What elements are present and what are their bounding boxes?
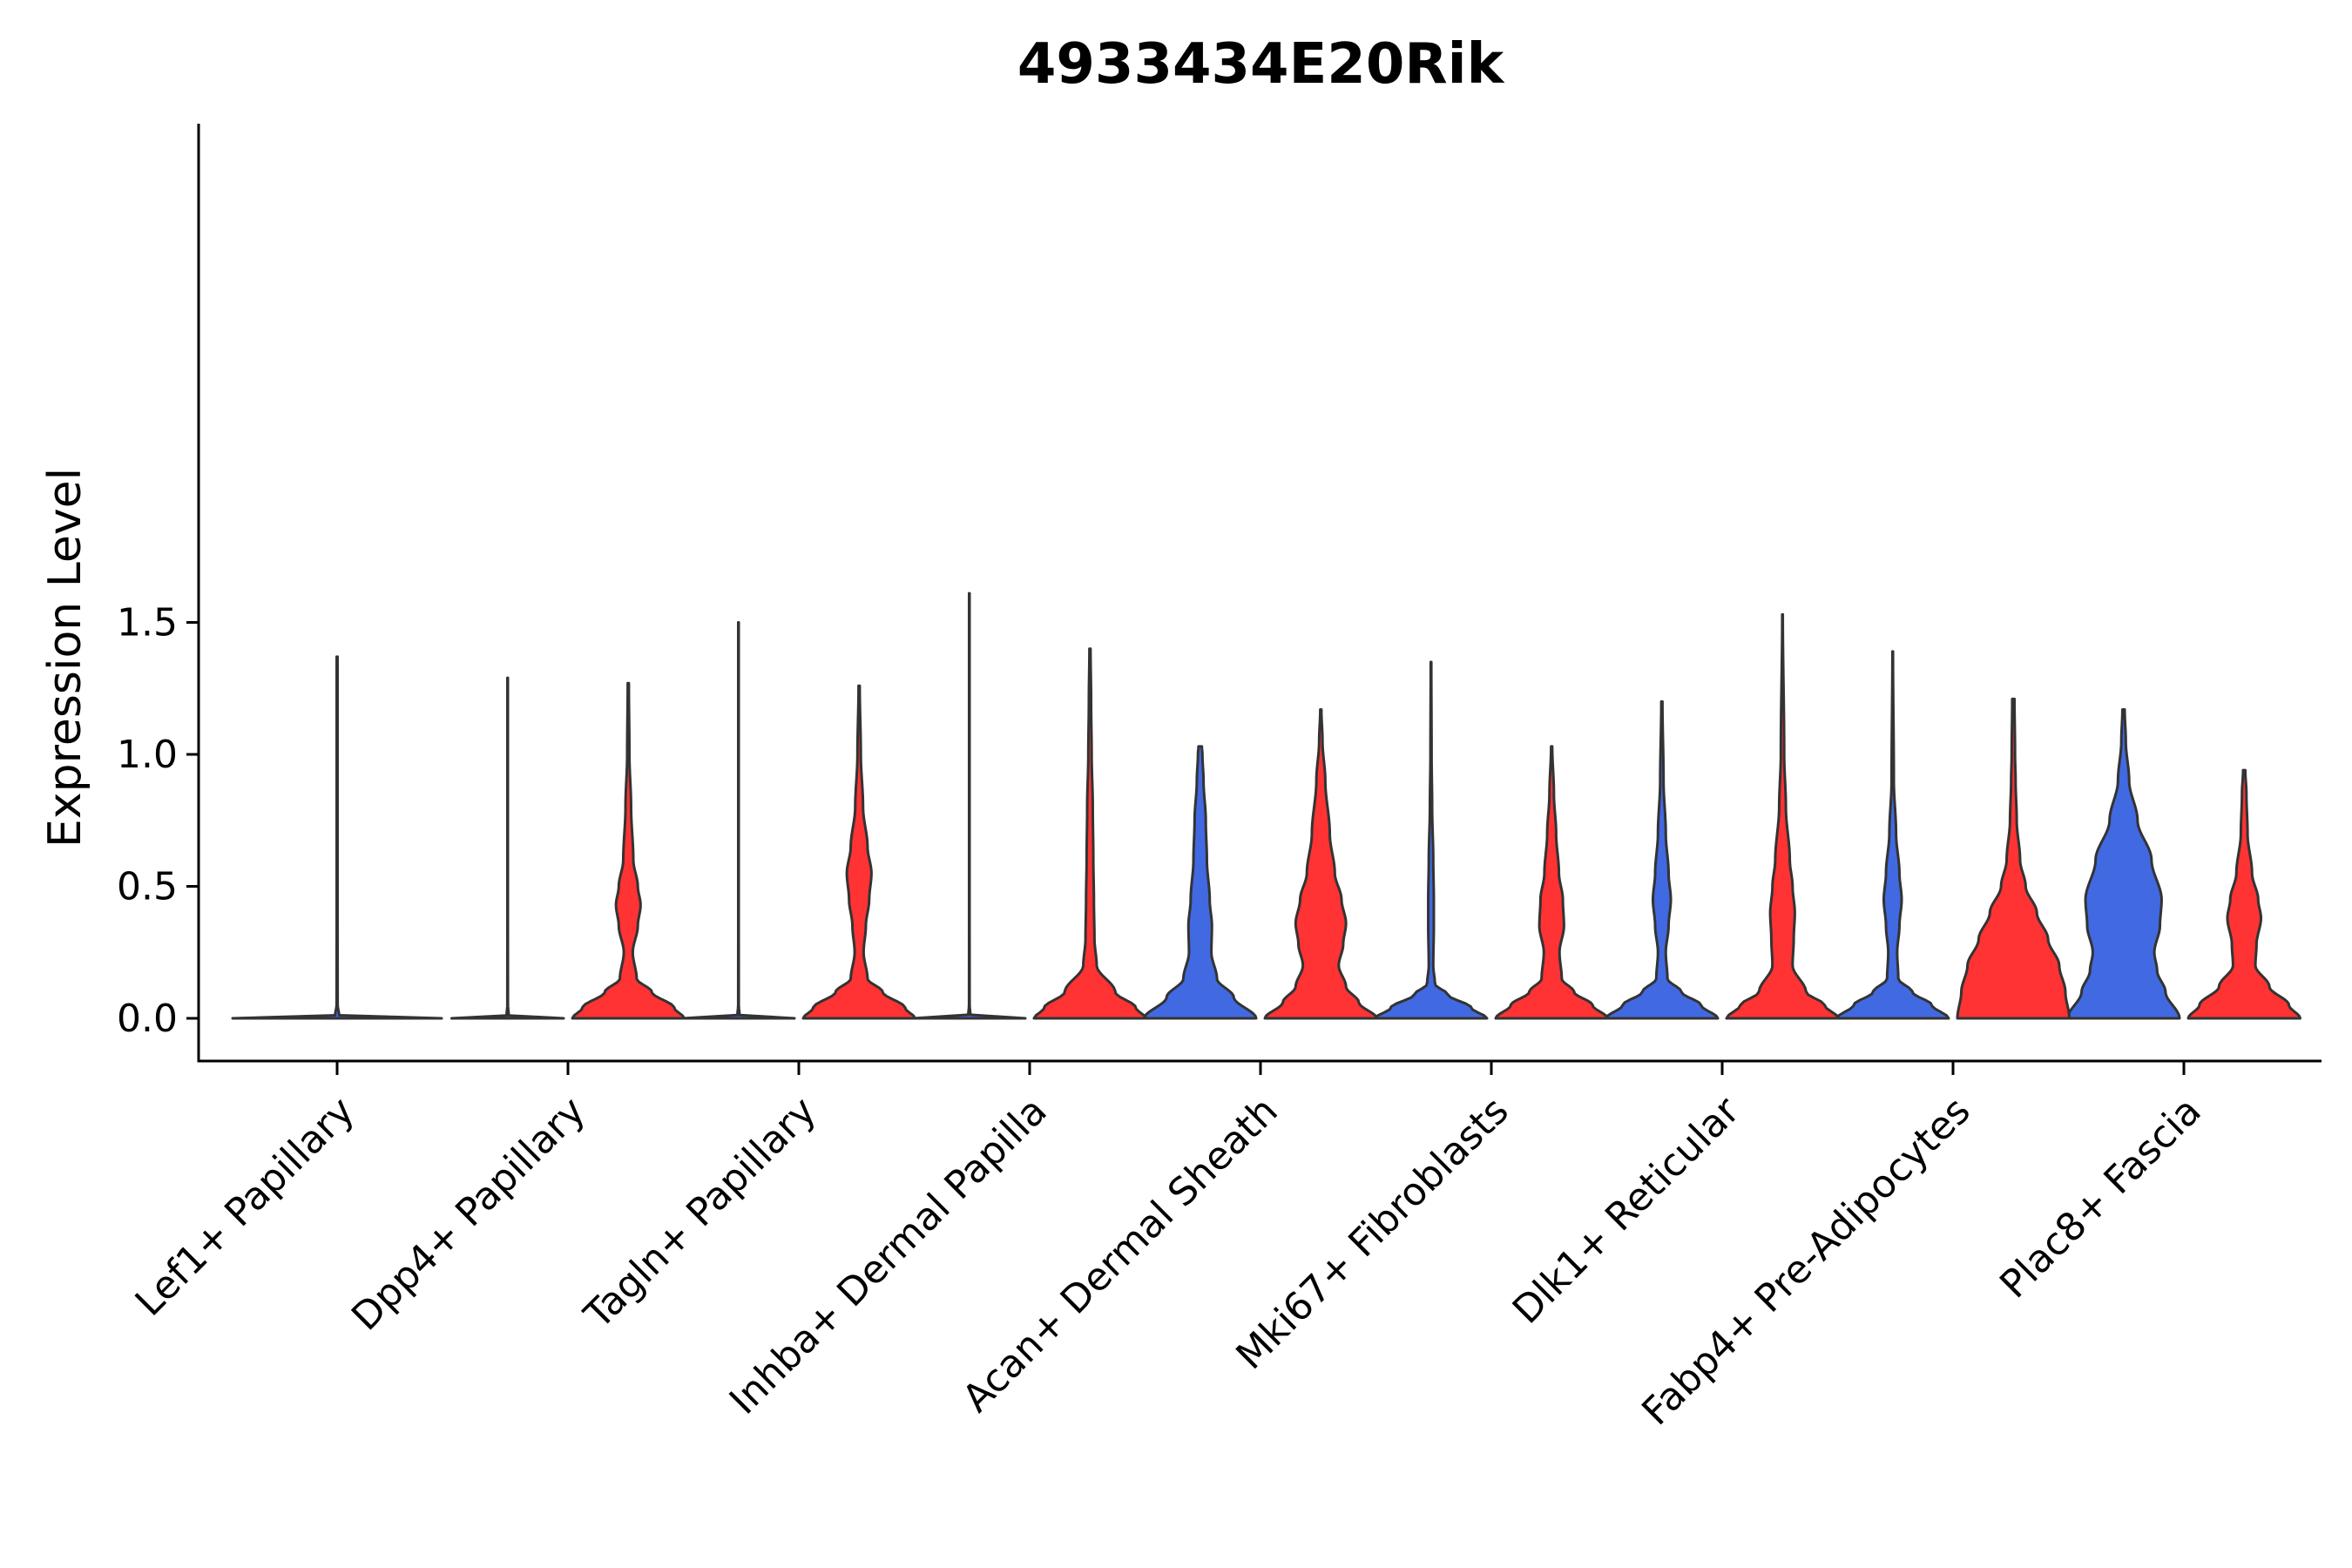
violin-red-dlk1-reticular bbox=[1725, 612, 1840, 1020]
violin-blue-inhba-dermal-papilla bbox=[912, 591, 1027, 1020]
violin-red-fabp4-pre-adipocytes bbox=[1956, 697, 2071, 1020]
y-tick-label: 1.5 bbox=[117, 601, 178, 645]
x-tick-label: Dpp4+ Papillary bbox=[343, 1089, 594, 1340]
chart-title: 4933434E20Rik bbox=[1017, 32, 1505, 97]
violin-red-acan-dermal-sheath bbox=[1263, 707, 1378, 1020]
x-tick-label: Lef1+ Papillary bbox=[127, 1089, 363, 1325]
violin-blue-tagln-papillary bbox=[681, 621, 796, 1020]
y-tick-label: 1.0 bbox=[117, 733, 178, 777]
violin-blue-plac8-fascia bbox=[2066, 707, 2181, 1020]
violin-red-dpp4-papillary bbox=[571, 681, 686, 1020]
violin-blue-acan-dermal-sheath bbox=[1143, 745, 1258, 1020]
y-ticks: 0.0 0.5 1.0 1.5 bbox=[117, 601, 199, 1041]
y-axis-label: Expression Level bbox=[39, 468, 91, 848]
x-tick-label: Plac8+ Fascia bbox=[1991, 1089, 2210, 1308]
violin-red-mki67-fibroblasts bbox=[1494, 745, 1609, 1020]
x-tick-label: Dlk1+ Reticular bbox=[1504, 1088, 1749, 1333]
violin-blue-mki67-fibroblasts bbox=[1374, 660, 1489, 1020]
y-tick-label: 0.0 bbox=[117, 997, 178, 1041]
violin-red-inhba-dermal-papilla bbox=[1032, 647, 1147, 1020]
violin-blue-fabp4-pre-adipocytes bbox=[1835, 650, 1950, 1020]
violin-red-tagln-papillary bbox=[801, 684, 916, 1020]
x-tick-label: Tagln+ Papillary bbox=[576, 1089, 825, 1338]
violins-layer bbox=[231, 591, 2301, 1020]
violin-blue-lef1-papillary bbox=[231, 655, 443, 1020]
violin-blue-dlk1-reticular bbox=[1605, 700, 1720, 1020]
violin-blue-dpp4-papillary bbox=[450, 676, 565, 1020]
y-tick-label: 0.5 bbox=[117, 865, 178, 909]
violin-red-plac8-fascia bbox=[2186, 768, 2301, 1020]
